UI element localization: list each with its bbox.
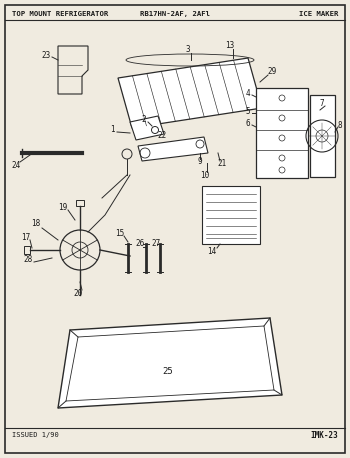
Text: 4: 4: [246, 89, 250, 98]
Bar: [310, 95, 335, 177]
Text: 1: 1: [110, 125, 114, 135]
Bar: [76, 200, 84, 206]
Text: 6: 6: [246, 120, 250, 129]
Text: 24: 24: [11, 160, 21, 169]
Text: 15: 15: [116, 229, 125, 238]
Bar: [24, 246, 30, 254]
Text: 18: 18: [32, 219, 41, 229]
Text: 7: 7: [320, 99, 324, 109]
Text: RB17HN-2AF, 2AFl: RB17HN-2AF, 2AFl: [140, 11, 210, 17]
Text: IMK-23: IMK-23: [310, 431, 338, 440]
Polygon shape: [256, 88, 308, 178]
Text: ISSUED 1/90: ISSUED 1/90: [12, 432, 59, 438]
Text: 23: 23: [41, 50, 51, 60]
Text: 5: 5: [246, 108, 250, 116]
Text: 3: 3: [186, 45, 190, 55]
Polygon shape: [118, 58, 262, 128]
Text: 29: 29: [267, 67, 276, 76]
Text: ICE MAKER: ICE MAKER: [299, 11, 338, 17]
Text: 21: 21: [217, 159, 227, 169]
Text: 20: 20: [74, 289, 83, 298]
Text: 25: 25: [163, 367, 173, 376]
Text: 10: 10: [200, 170, 210, 180]
Bar: [202, 186, 260, 244]
Text: 19: 19: [58, 202, 68, 212]
Text: 14: 14: [207, 246, 217, 256]
Text: 27: 27: [151, 240, 161, 249]
Text: 13: 13: [225, 42, 234, 50]
Text: 9: 9: [198, 158, 202, 167]
Text: 26: 26: [135, 240, 145, 249]
Polygon shape: [130, 116, 164, 140]
Text: 2: 2: [142, 115, 146, 125]
Text: 28: 28: [23, 256, 33, 265]
Text: 17: 17: [21, 233, 31, 241]
Polygon shape: [138, 137, 208, 161]
Text: 22: 22: [158, 131, 167, 141]
Text: 8: 8: [338, 120, 342, 130]
Polygon shape: [58, 318, 282, 408]
Text: TOP MOUNT REFRIGERATOR: TOP MOUNT REFRIGERATOR: [12, 11, 108, 17]
